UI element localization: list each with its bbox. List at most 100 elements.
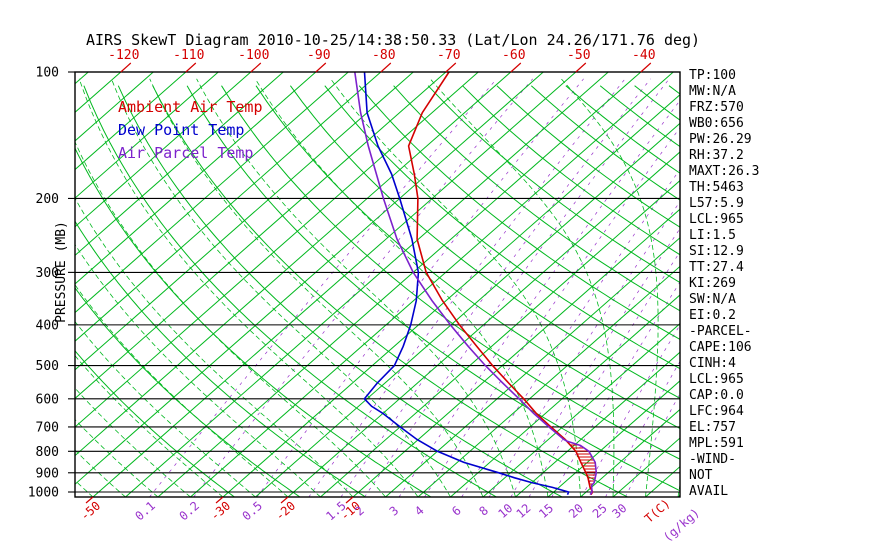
dry-adiabat-line [152,85,628,497]
mixratio-tick-label: 4 [412,503,427,518]
isotherm-line [75,72,187,171]
moist-adiabat-line [196,78,516,497]
top-axis-tick [120,62,132,73]
isotherm-line [75,72,447,400]
dry-adiabat-line [324,85,680,370]
moist-adiabat-line [111,78,451,497]
moist-adiabat-line [75,449,126,497]
isotherm-line [580,408,680,497]
pressure-tick-label: 500 [36,359,59,374]
moist-adiabat-line [75,355,224,497]
dry-adiabat-line [634,85,680,121]
isotherm-line [75,72,479,428]
stat-line: MPL:591 [689,436,744,451]
stat-line: MW:N/A [689,84,736,99]
isotherm-line [255,122,680,497]
top-axis-tick-label: -60 [502,48,525,63]
pressure-tick-label: 700 [36,420,59,435]
mixing-ratio-line [340,78,651,497]
dry-adiabat-line [75,220,366,497]
mixratio-tick-label: 15 [536,501,556,521]
moist-adiabat-line [75,320,256,497]
stat-line: LFC:964 [689,404,744,419]
legend-air-parcel-temp: Air Parcel Temp [118,144,253,162]
top-axis-tick [380,62,392,73]
dry-adiabat-line [221,85,680,460]
mixing-ratio-line [398,99,680,497]
moist-adiabat-line [75,197,354,497]
top-axis-tick-label: -70 [437,48,460,63]
pressure-axis-label: PRESSURE (MB) [54,221,69,323]
top-axis-tick [315,62,327,73]
top-axis-tick-label: -80 [372,48,395,63]
top-axis-tick-label: -120 [108,48,139,63]
moist-adiabat-line [75,141,386,497]
moist-adiabat-line [560,78,659,497]
mixratio-tick-label: 20 [566,501,586,521]
mixing-ratio-line [308,78,626,497]
isotherm-line [75,72,382,342]
isotherm-line [547,380,680,497]
pressure-tick-label: 400 [36,318,59,333]
isotherm-line [482,322,680,497]
mixratio-tick-label: 0.5 [240,499,266,524]
isotherm-line [515,351,680,497]
isotherm-line [352,208,680,497]
stat-line: SW:N/A [689,292,736,307]
isotherm-line [75,72,349,314]
dry-adiabat-line [75,147,432,497]
top-axis-tick [510,62,522,73]
dry-adiabat-line [427,85,680,284]
dewpoint-curve [363,72,570,496]
mixing-ratio-line [551,281,680,497]
top-axis-tick [185,62,197,73]
sounding-curves-layer [354,72,598,496]
bottom-temp-tick-label: -50 [78,499,104,524]
mixing-ratio-line [193,78,533,497]
mixing-ratio-line [488,201,680,497]
mixratio-tick-label: 10 [495,501,515,521]
isotherm-line [75,72,544,485]
isotherm-line [92,72,577,497]
stat-line: EL:757 [689,420,736,435]
dry-adiabat-line [255,85,680,430]
pressure-tick-label: 100 [36,66,59,81]
moist-adiabat-line [75,284,289,497]
temp-unit-label: T(C) [642,496,673,526]
ambient-curve [407,72,594,496]
top-axis-tick-label: -110 [173,48,204,63]
mixratio-tick-label: 25 [590,501,610,521]
pressure-tick-label: 1000 [28,486,59,501]
isotherm-line [645,465,680,497]
mixratio-tick-label: 8 [476,503,491,518]
top-axis-tick-label: -100 [238,48,269,63]
stat-line: RH:37.2 [689,148,744,163]
top-axis-tick-label: -90 [307,48,330,63]
stats-panel: TP:100MW:N/AFRZ:570WB0:656PW:26.29RH:37.… [689,68,759,499]
stat-line: AVAIL [689,484,728,499]
top-axis-tick [445,62,457,73]
legend-ambient-air-temp: Ambient Air Temp [118,98,263,116]
top-axis-tick [250,62,262,73]
top-axis-tick-label: -50 [567,48,590,63]
cape-hatch-layer [567,441,597,485]
stat-line: CINH:4 [689,356,736,371]
bottom-axis-tick [215,496,224,504]
pressure-tick-label: 300 [36,266,59,281]
pressure-tick-label: 800 [36,445,59,460]
stat-line: FRZ:570 [689,100,744,115]
bottom-temp-tick-label: -20 [273,499,299,524]
mixing-ratio-line [528,251,680,497]
stat-line: CAP:0.0 [689,388,744,403]
dry-adiabat-line [75,350,235,497]
plot-frame [74,71,681,498]
stat-line: TT:27.4 [689,260,744,275]
dry-adiabat-line [117,85,563,497]
stat-line: TH:5463 [689,180,744,195]
bottom-axis-tick [280,496,289,504]
top-axis-tick [640,62,652,73]
moist-adiabat-line [75,387,191,497]
stat-line: PW:26.29 [689,132,752,147]
stat-line: KI:269 [689,276,736,291]
